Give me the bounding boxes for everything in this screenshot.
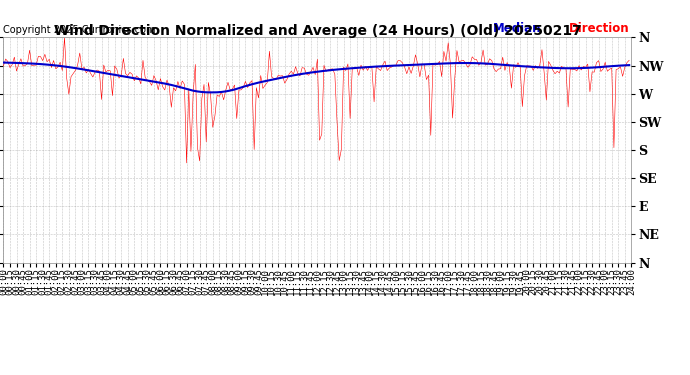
Text: Median: Median [493,22,542,35]
Text: Direction: Direction [569,22,629,35]
Text: Copyright 2025 Curtronics.com: Copyright 2025 Curtronics.com [3,25,156,35]
Title: Wind Direction Normalized and Average (24 Hours) (Old) 20250217: Wind Direction Normalized and Average (2… [54,24,581,38]
